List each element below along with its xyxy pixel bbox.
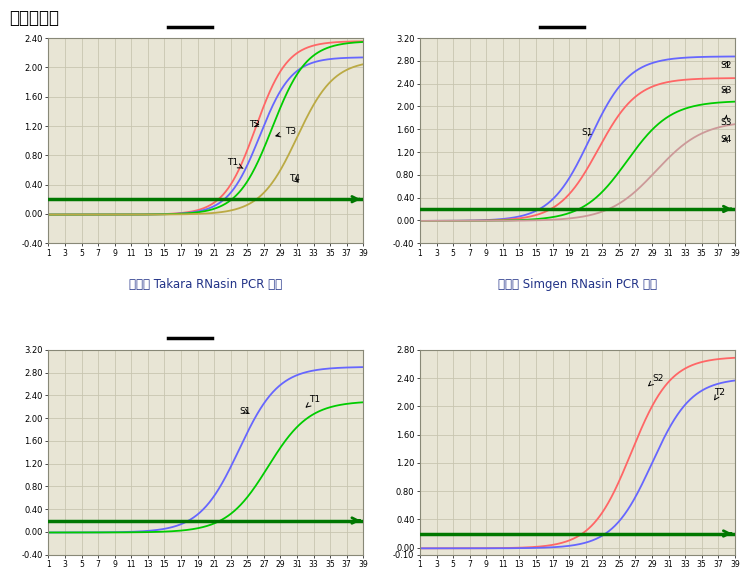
- Text: S1: S1: [582, 127, 593, 137]
- Text: T3: T3: [276, 127, 295, 137]
- Text: S2: S2: [648, 373, 663, 386]
- Text: S3: S3: [720, 115, 731, 127]
- Text: S3: S3: [720, 86, 731, 95]
- Text: T1: T1: [227, 158, 243, 168]
- Text: 图二： Simgen RNasin PCR 效果: 图二： Simgen RNasin PCR 效果: [498, 278, 657, 291]
- Text: T4: T4: [289, 174, 300, 183]
- Text: T2: T2: [714, 387, 725, 400]
- Text: 图一： Takara RNasin PCR 效果: 图一： Takara RNasin PCR 效果: [129, 278, 283, 291]
- Text: T1: T1: [306, 395, 321, 407]
- Text: S1: S1: [239, 407, 251, 416]
- Text: 实验结果：: 实验结果：: [9, 9, 59, 27]
- Text: S2: S2: [720, 61, 731, 70]
- Text: S4: S4: [720, 135, 731, 144]
- Text: T2: T2: [249, 120, 260, 129]
